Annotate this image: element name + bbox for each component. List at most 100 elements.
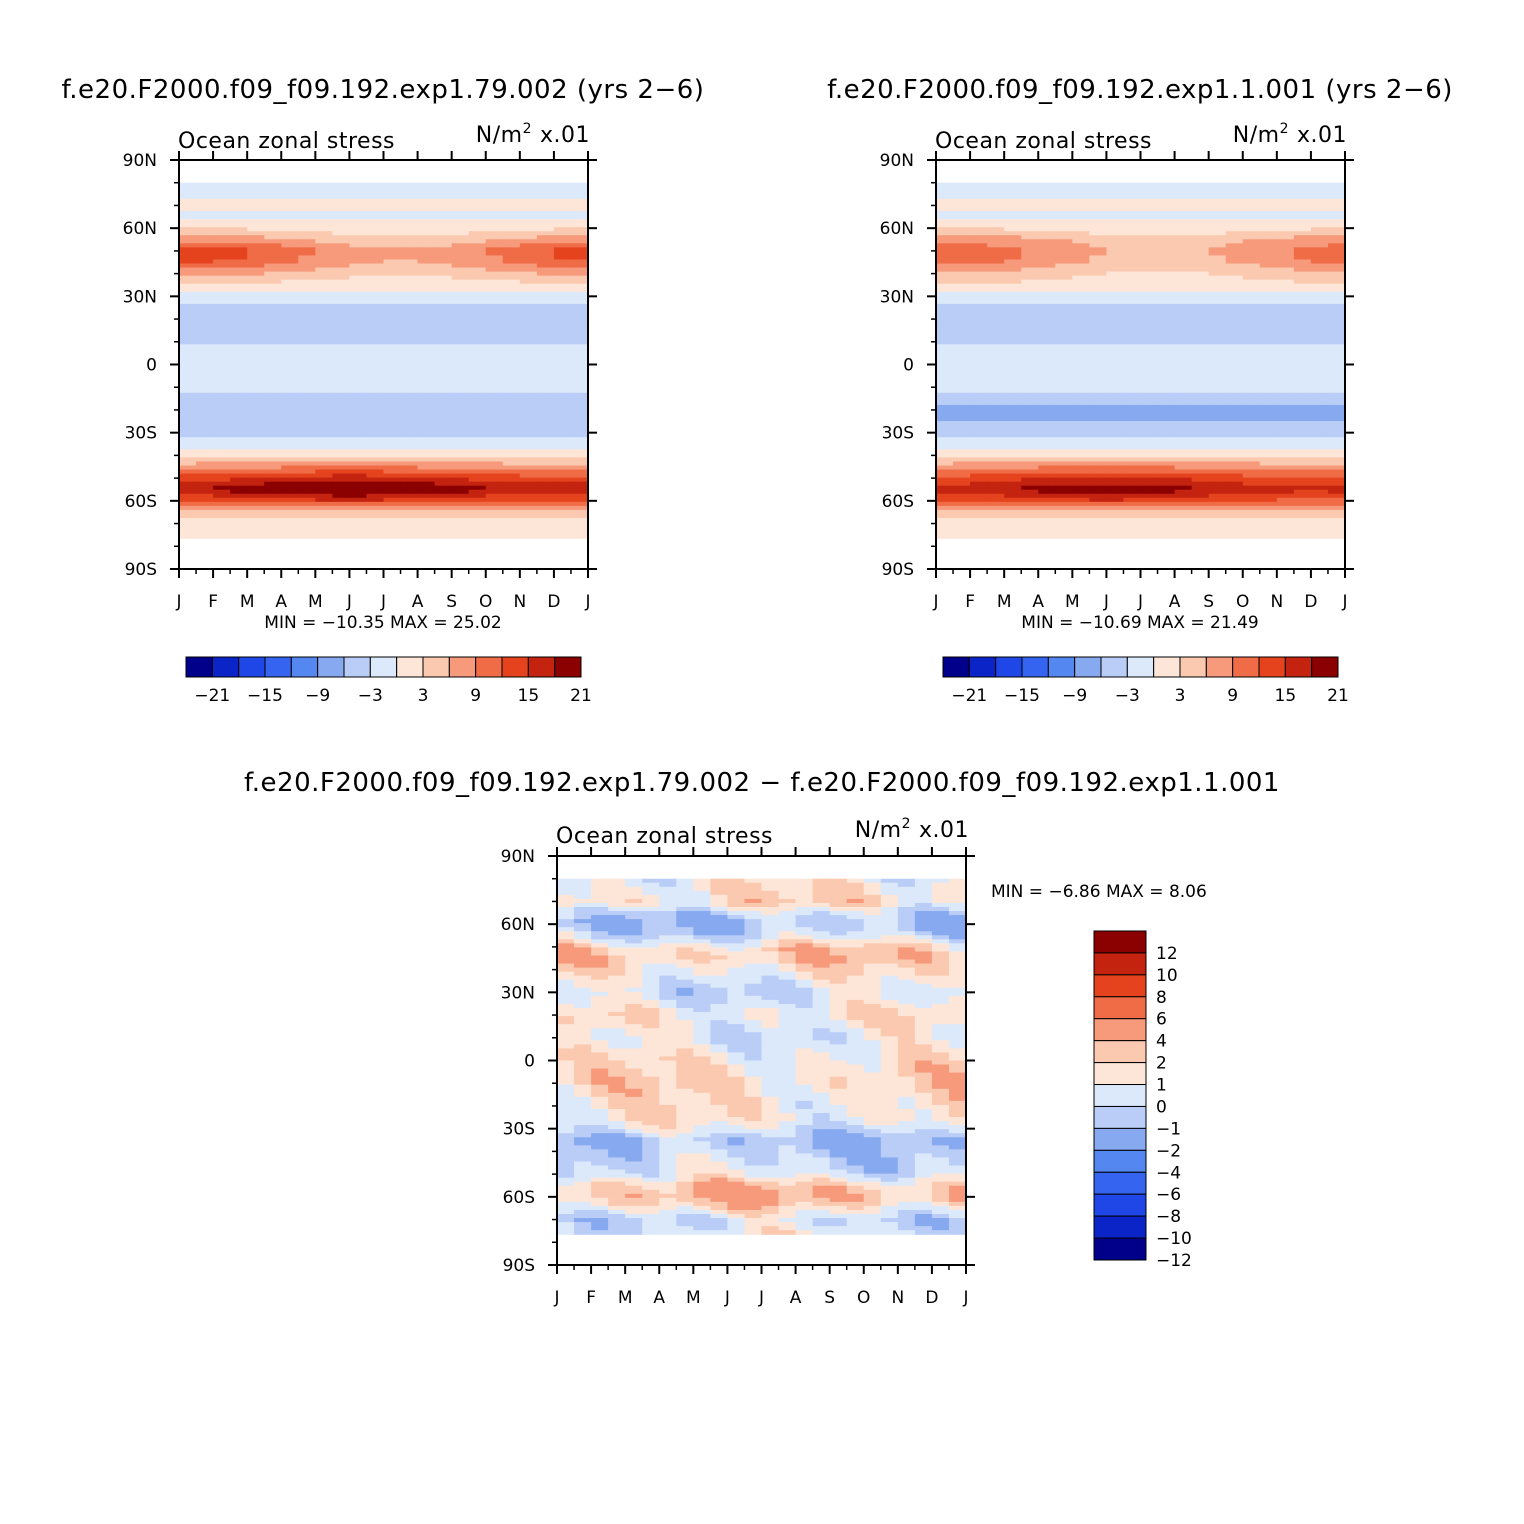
p1-cell [400,215,419,220]
p3-cell [642,963,660,969]
p1-cell [485,215,504,220]
p2-cell [1123,501,1142,507]
p2-cell [1327,279,1346,285]
p3-cell [931,959,950,965]
p2-cell [1004,295,1022,301]
p2-cell [1157,501,1176,507]
p2-cell [987,186,1005,192]
p3-cell [863,963,882,969]
p2-cell [1157,320,1176,325]
p2-cell [1055,239,1073,244]
p1-cell [179,190,197,196]
p2-cell [1191,433,1210,438]
p1-cell [332,348,351,353]
p3-cell [880,878,899,884]
p2-cell [987,316,1005,321]
p2-cell [1293,465,1312,471]
p3-cell [659,894,677,900]
p3-cell [829,959,848,965]
p1-cell [349,400,368,406]
p3-cell [846,935,865,940]
p1-cell [332,211,351,216]
p3-cell [608,919,626,924]
p1-cell [179,493,197,499]
p2-cell [1123,489,1142,495]
p2-cell [1038,348,1056,353]
p1-cell [298,194,316,200]
p1-cell [468,235,487,240]
p1-cell [451,453,470,459]
p2-cell [1072,295,1090,301]
p2-cell [1021,513,1039,519]
p1-cell [264,299,282,305]
p1-cell [400,396,419,402]
p1-cell [553,287,572,293]
p2-cell [1276,526,1295,531]
p1-cell [553,251,572,257]
p3-cell [812,911,831,916]
p2-cell [1106,259,1125,265]
p1-cell [383,501,402,507]
p1-cell [196,279,214,285]
p1-cell [298,388,316,394]
p2-cell [1259,534,1278,539]
p3-cell [727,882,746,888]
p1-cell [570,206,589,212]
p1-cell [196,235,214,240]
p3-cell [931,943,950,948]
p2-cell [1106,198,1125,204]
p1-cell [485,259,504,265]
p2-cell [1191,202,1210,208]
p2-cell [1310,429,1329,434]
p2-cell [1123,530,1142,535]
p2-cell [1174,259,1193,265]
p2-cell [1259,247,1278,252]
p3-cell [676,890,694,896]
p2-cell [1123,437,1142,442]
p1-cell [298,182,316,188]
p1-cell [519,311,538,317]
p1-cell [553,384,572,390]
p2-cell [1072,473,1090,479]
p2-cell [1242,287,1261,293]
p2-cell [1174,513,1193,519]
p2-cell [1055,287,1073,293]
p3-cell [948,935,967,940]
p2-cell [1038,206,1056,212]
p1-cell [298,534,316,539]
p2-cell [1310,534,1329,539]
p2-cell [936,530,954,535]
p2-cell [1242,465,1261,471]
p1-cell [519,239,538,244]
p1-cell [349,429,368,434]
p2-cell [1208,251,1227,257]
p1-cell [264,247,282,252]
p2-cell [1038,235,1056,240]
p2-cell [1038,497,1056,503]
p1-cell [434,505,453,511]
p1-colorbar-swatch [422,656,450,678]
p2-cell [1140,215,1159,220]
p1-cell [502,182,521,188]
p1-cell [485,433,504,438]
p2-cell [1327,247,1346,252]
p2-cell [1225,259,1244,265]
p2-cell [1293,513,1312,519]
p2-cell [1208,534,1227,539]
p1-cell [485,340,504,345]
p3-cell [761,902,780,908]
p1-cell [417,287,436,293]
p1-cell [417,477,436,483]
p2-cell [1123,441,1142,446]
p1-cell [366,279,385,285]
p3-cell [642,955,660,961]
p2-cell [1242,311,1261,317]
p1-cell [213,400,231,406]
p2-cell [1259,267,1278,273]
p2-cell [1327,404,1346,410]
p2-cell [936,485,954,491]
p1-cell [553,247,572,252]
p1-cell [213,477,231,483]
p1-cell [366,356,385,362]
p2-cell [1276,509,1295,515]
